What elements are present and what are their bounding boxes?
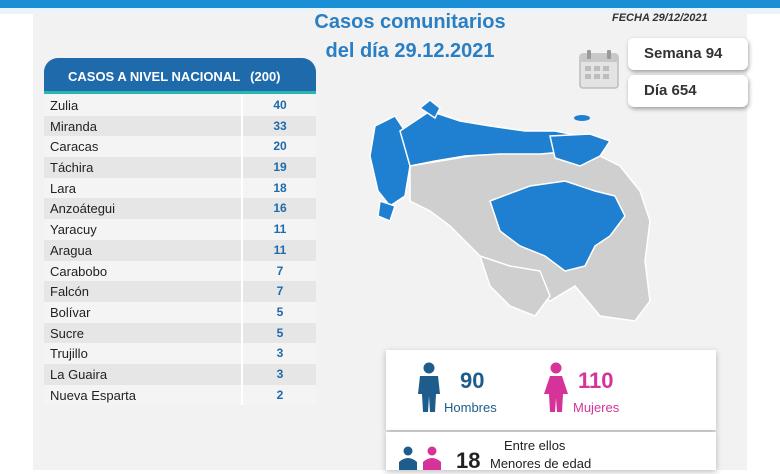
- minors-label: Menores de edad: [490, 456, 592, 471]
- week-counter: Semana 94: [628, 38, 748, 70]
- table-row: Carabobo 7: [44, 260, 316, 282]
- table-row: Trujillo 3: [44, 343, 316, 364]
- state-cases: 3: [276, 366, 284, 381]
- male-icon: [418, 362, 440, 412]
- state-name: Táchira: [50, 160, 94, 176]
- table-row: Lara 18: [44, 177, 316, 199]
- state-cases: 5: [276, 304, 284, 319]
- state-cases: 2: [276, 387, 284, 402]
- state-name: Falcón: [50, 284, 90, 300]
- state-cases: 19: [273, 160, 287, 175]
- page-title: Casos comunitarios del día 29.12.2021: [280, 8, 540, 66]
- state-name: Caracas: [50, 139, 99, 155]
- state-name: La Guaira: [50, 366, 108, 382]
- table-row: La Guaira 3: [44, 363, 316, 385]
- map-region-blue-east: [549, 133, 612, 167]
- women-label: Mujeres: [573, 400, 620, 415]
- map-region-blue-west: [369, 115, 411, 208]
- men-count: 90: [460, 368, 485, 393]
- state-cases: 18: [273, 180, 287, 195]
- state-name: Sucre: [50, 325, 84, 341]
- venezuela-map: [369, 99, 651, 322]
- map-region-gray-amazonas: [478, 254, 551, 317]
- state-cases: 5: [276, 325, 284, 340]
- table-total: (200): [250, 69, 281, 84]
- table-row: Yaracuy 11: [44, 219, 316, 240]
- minors-count: 18: [456, 448, 481, 473]
- state-cases: 16: [273, 201, 287, 216]
- table-title: CASOS A NIVEL NACIONAL: [68, 69, 241, 84]
- table-row: Anzoátegui 16: [44, 198, 316, 220]
- minors-stats: Entre ellos 18 Menores de edad: [386, 432, 716, 473]
- state-name: Nueva Esparta: [50, 387, 136, 403]
- state-name: Carabobo: [50, 263, 108, 279]
- state-name: Bolívar: [50, 304, 91, 320]
- child-male-icon: [399, 446, 417, 470]
- table-row: Caracas 20: [44, 136, 316, 158]
- date-label: FECHA 29/12/2021: [612, 12, 708, 24]
- state-cases: 11: [273, 222, 287, 237]
- state-name: Lara: [50, 180, 77, 196]
- state-cases: 3: [276, 346, 284, 361]
- state-cases: 11: [273, 242, 287, 257]
- top-banner-wave: [0, 8, 780, 14]
- state-cases: 33: [273, 118, 287, 133]
- map-region-blue-tachira: [377, 200, 396, 223]
- table-row: Miranda 33: [44, 115, 316, 137]
- state-name: Miranda: [50, 118, 97, 134]
- title-line-1: Casos comunitarios: [314, 11, 506, 33]
- map-region-blue-falcon: [418, 99, 441, 120]
- state-cases: 40: [273, 98, 287, 112]
- table-row: Aragua 11: [44, 239, 316, 261]
- state-name: Aragua: [50, 242, 92, 258]
- calendar-icon: [579, 50, 619, 89]
- title-line-2: del día 29.12.2021: [325, 40, 495, 62]
- men-label: Hombres: [444, 400, 497, 415]
- state-name: Zulia: [50, 98, 79, 113]
- table-row: Zulia 40: [44, 95, 316, 116]
- table-header-accent: [44, 91, 316, 94]
- top-banner: [0, 0, 780, 9]
- table-row: Táchira 19: [44, 157, 316, 178]
- table-row: Bolívar 5: [44, 301, 316, 323]
- child-female-icon: [423, 446, 441, 470]
- gender-stats: 90 Hombres 110 Mujeres: [386, 350, 716, 430]
- women-count: 110: [578, 368, 614, 393]
- state-cases: 7: [276, 263, 284, 278]
- state-name: Anzoátegui: [50, 201, 116, 217]
- state-cases: 20: [273, 139, 287, 154]
- table-row: Sucre 5: [44, 322, 316, 344]
- state-cases: 7: [276, 284, 284, 299]
- minors-prefix: Entre ellos: [504, 438, 566, 453]
- state-name: Trujillo: [50, 346, 88, 362]
- table-row: Falcón 7: [44, 281, 316, 302]
- cases-table: Zulia 40 Miranda 33 Caracas 20 Táchira 19 La…: [44, 95, 316, 406]
- state-name: Yaracuy: [50, 222, 97, 238]
- female-icon: [544, 362, 568, 412]
- table-header: CASOS A NIVEL NACIONAL (200): [44, 58, 316, 92]
- map-region-blue-bolivar: [489, 180, 626, 272]
- day-counter: Día 654: [628, 75, 748, 107]
- map-region-island: [574, 115, 590, 121]
- table-row: Nueva Esparta 2: [44, 384, 316, 406]
